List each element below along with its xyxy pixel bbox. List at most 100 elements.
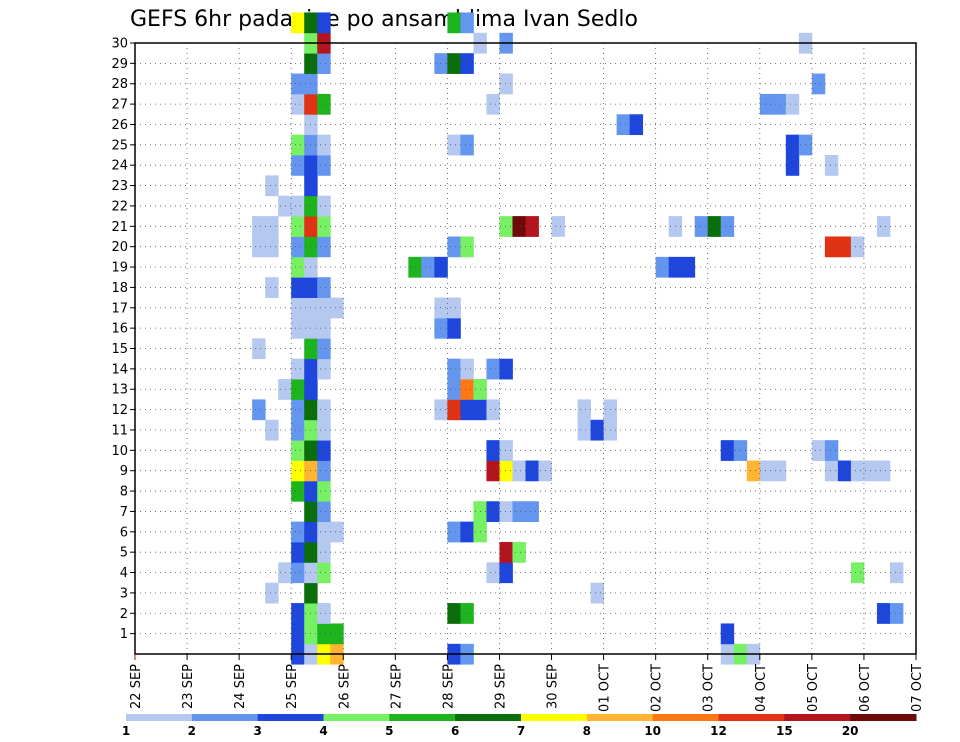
heatmap-cell bbox=[265, 216, 279, 237]
heatmap-cell bbox=[824, 460, 839, 482]
heatmap-cell bbox=[889, 603, 904, 624]
heatmap-cell bbox=[785, 155, 800, 176]
x-tick-label: 06 OCT bbox=[858, 664, 873, 712]
y-tick-label: 24 bbox=[111, 159, 128, 174]
heatmap-cell bbox=[291, 399, 305, 421]
heatmap-cell bbox=[317, 134, 331, 156]
heatmap-cell bbox=[486, 562, 500, 584]
heatmap-cells bbox=[252, 12, 904, 665]
x-tick-label: 07 OCT bbox=[910, 664, 925, 712]
heatmap-cell bbox=[447, 12, 461, 34]
heatmap-cell bbox=[317, 53, 331, 74]
heatmap-cell bbox=[317, 338, 331, 360]
y-tick-label: 26 bbox=[111, 118, 128, 133]
y-tick-label: 21 bbox=[111, 220, 128, 235]
y-tick-label: 28 bbox=[111, 77, 128, 92]
x-tick-label: 22 SEP bbox=[129, 664, 144, 709]
heatmap-cell bbox=[772, 460, 787, 482]
y-tick-label: 15 bbox=[111, 342, 128, 357]
heatmap-cell bbox=[291, 521, 305, 543]
heatmap-cell bbox=[447, 399, 461, 421]
heatmap-cell bbox=[525, 216, 539, 237]
heatmap-cell bbox=[499, 216, 513, 237]
heatmap-cell bbox=[291, 480, 305, 502]
colorbar-swatch bbox=[389, 714, 456, 721]
heatmap-cell bbox=[265, 175, 279, 197]
y-tick-label: 12 bbox=[111, 403, 128, 418]
heatmap-cell bbox=[291, 603, 305, 624]
heatmap-cell bbox=[304, 12, 318, 34]
heatmap-cell bbox=[850, 562, 865, 584]
heatmap-cell bbox=[278, 562, 292, 584]
heatmap-cell bbox=[694, 216, 709, 237]
colorbar-label: 15 bbox=[776, 724, 793, 738]
heatmap-cell bbox=[291, 358, 305, 380]
x-tick-label: 23 SEP bbox=[181, 664, 196, 709]
heatmap-cell bbox=[330, 521, 344, 543]
heatmap-cell bbox=[499, 358, 513, 380]
heatmap-cell bbox=[499, 501, 513, 523]
heatmap-cell bbox=[460, 53, 474, 74]
heatmap-cell bbox=[265, 236, 279, 258]
heatmap-cell bbox=[252, 236, 266, 258]
heatmap-cell bbox=[824, 440, 839, 461]
colorbar-swatch bbox=[718, 714, 785, 721]
heatmap-cell bbox=[850, 460, 865, 482]
chart-title: GEFS 6hr padavine po ansamblima Ivan Sed… bbox=[130, 7, 638, 32]
heatmap-cell bbox=[824, 155, 839, 176]
heatmap-cell bbox=[512, 501, 526, 523]
heatmap-cell bbox=[317, 501, 331, 523]
y-tick-label: 14 bbox=[111, 362, 128, 377]
y-tick-label: 19 bbox=[111, 261, 128, 276]
heatmap-cell bbox=[460, 12, 474, 34]
colorbar-swatch bbox=[323, 714, 390, 721]
colorbar-label: 5 bbox=[385, 724, 393, 738]
heatmap-cell bbox=[486, 501, 500, 523]
heatmap-cell bbox=[317, 480, 331, 502]
heatmap-cell bbox=[330, 623, 344, 645]
y-axis-ticks: 1234567891011121314151617181920212223242… bbox=[111, 37, 135, 642]
y-tick-label: 11 bbox=[111, 423, 128, 438]
heatmap-cell bbox=[655, 256, 670, 278]
y-tick-label: 17 bbox=[111, 301, 128, 316]
heatmap-cell bbox=[811, 73, 826, 95]
x-tick-label: 26 SEP bbox=[337, 664, 352, 709]
heatmap-cell bbox=[252, 216, 266, 237]
y-tick-label: 5 bbox=[120, 546, 128, 561]
colorbar-swatch bbox=[455, 714, 522, 721]
heatmap-cell bbox=[876, 603, 891, 624]
heatmap-cell bbox=[291, 195, 305, 217]
heatmap-cell bbox=[278, 195, 292, 217]
heatmap-cell bbox=[720, 216, 735, 237]
heatmap-cell bbox=[317, 623, 331, 645]
heatmap-cell bbox=[486, 399, 500, 421]
heatmap-cell bbox=[447, 358, 461, 380]
heatmap-cell bbox=[590, 419, 604, 441]
heatmap-cell bbox=[434, 297, 448, 319]
x-tick-label: 30 SEP bbox=[546, 664, 561, 709]
heatmap-cell bbox=[460, 399, 474, 421]
heatmap-cell bbox=[317, 93, 331, 115]
heatmap-cell bbox=[317, 317, 331, 339]
heatmap-cell bbox=[317, 541, 331, 563]
heatmap-cell bbox=[434, 53, 448, 74]
heatmap-cell bbox=[512, 216, 526, 237]
heatmap-cell bbox=[447, 317, 461, 339]
colorbar-label: 8 bbox=[583, 724, 591, 738]
heatmap-cell bbox=[291, 155, 305, 176]
y-tick-label: 27 bbox=[111, 98, 128, 113]
heatmap-cell bbox=[317, 216, 331, 237]
heatmap-cell bbox=[291, 317, 305, 339]
heatmap-cell bbox=[499, 460, 513, 482]
colorbar: 1 2 3 4 5 6 7 8 10 12 15 20 bbox=[122, 714, 917, 738]
heatmap-cell bbox=[317, 521, 331, 543]
y-tick-label: 3 bbox=[120, 586, 128, 601]
heatmap-cell bbox=[486, 358, 500, 380]
x-tick-label: 28 SEP bbox=[441, 664, 456, 709]
heatmap-cell bbox=[785, 93, 800, 115]
heatmap-cell bbox=[447, 297, 461, 319]
grid-lines bbox=[135, 42, 917, 654]
heatmap-cell bbox=[421, 256, 435, 278]
heatmap-cell bbox=[317, 440, 331, 461]
heatmap-cell bbox=[499, 440, 513, 461]
